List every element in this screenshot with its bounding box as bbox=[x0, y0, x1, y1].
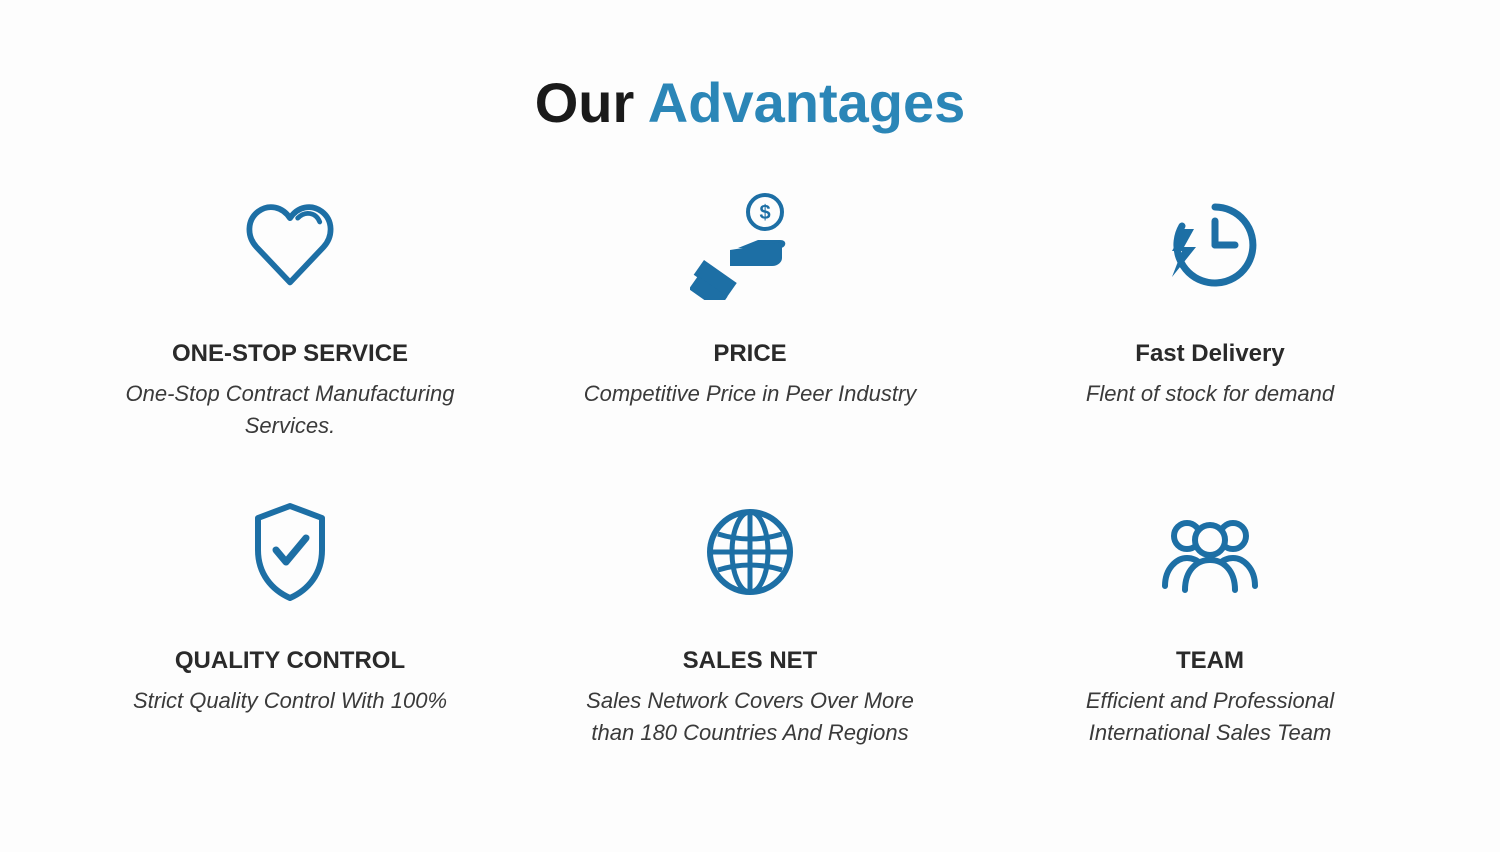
advantages-grid: ONE-STOP SERVICE One-Stop Contract Manuf… bbox=[90, 190, 1410, 749]
card-desc: Competitive Price in Peer Industry bbox=[584, 378, 917, 410]
card-heading: QUALITY CONTROL bbox=[175, 647, 405, 675]
card-desc: Sales Network Covers Over More than 180 … bbox=[580, 685, 920, 749]
card-quality-control: QUALITY CONTROL Strict Quality Control W… bbox=[90, 497, 490, 749]
page-wrap: Our Advantages ONE-STOP SERVICE One-Stop… bbox=[0, 0, 1500, 789]
globe-icon bbox=[704, 497, 796, 607]
heart-icon bbox=[242, 190, 338, 300]
hand-coin-icon: $ bbox=[690, 190, 810, 300]
card-desc: Efficient and Professional International… bbox=[1040, 685, 1380, 749]
card-fast-delivery: Fast Delivery Flent of stock for demand bbox=[1010, 190, 1410, 442]
card-desc: Flent of stock for demand bbox=[1086, 378, 1334, 410]
card-team: TEAM Efficient and Professional Internat… bbox=[1010, 497, 1410, 749]
card-one-stop-service: ONE-STOP SERVICE One-Stop Contract Manuf… bbox=[90, 190, 490, 442]
card-heading: PRICE bbox=[713, 340, 786, 368]
card-heading: Fast Delivery bbox=[1135, 340, 1284, 368]
card-desc: One-Stop Contract Manufacturing Services… bbox=[120, 378, 460, 442]
card-desc: Strict Quality Control With 100% bbox=[133, 685, 447, 717]
fast-clock-icon bbox=[1160, 190, 1260, 300]
title-part1: Our bbox=[535, 71, 648, 134]
card-heading: TEAM bbox=[1176, 647, 1244, 675]
page-title: Our Advantages bbox=[90, 70, 1410, 135]
title-part2: Advantages bbox=[648, 71, 965, 134]
card-sales-net: SALES NET Sales Network Covers Over More… bbox=[550, 497, 950, 749]
card-heading: ONE-STOP SERVICE bbox=[172, 340, 408, 368]
card-heading: SALES NET bbox=[683, 647, 818, 675]
shield-check-icon bbox=[248, 497, 332, 607]
svg-text:$: $ bbox=[759, 202, 770, 224]
team-icon bbox=[1157, 497, 1263, 607]
card-price: $ PRICE Competitive Price in Peer Indust… bbox=[550, 190, 950, 442]
